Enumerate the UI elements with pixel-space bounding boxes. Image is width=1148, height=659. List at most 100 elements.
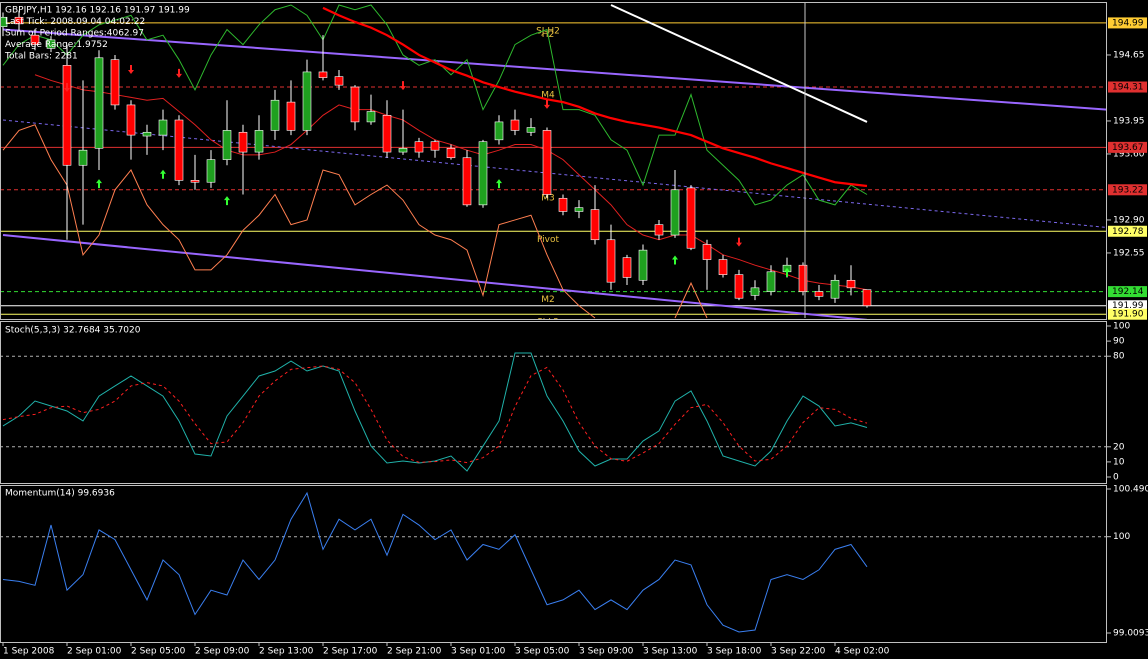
- x-tick-label: 3 Sep 05:00: [515, 647, 570, 657]
- y-tick-label: 0: [1113, 473, 1119, 483]
- momentum-frame: [0, 485, 1107, 643]
- candle-body: [334, 76, 344, 86]
- indicator-line: [2, 491, 868, 633]
- candle-body: [638, 249, 648, 281]
- y-tick-label: 20: [1113, 442, 1125, 452]
- candle-body: [670, 189, 680, 236]
- y-tick-label: 80: [1113, 352, 1125, 362]
- candle-body: [94, 57, 104, 149]
- level-label: SJ-L2: [537, 318, 559, 328]
- y-tick-label: 193.60: [1113, 149, 1145, 159]
- x-tick-label: 2 Sep 17:00: [323, 647, 378, 657]
- x-tick-label: 3 Sep 01:00: [451, 647, 506, 657]
- info-line: Last Tick: 2008.09.04 04:02:22: [5, 17, 145, 27]
- candle-body: [414, 141, 424, 153]
- price-frame: [0, 2, 1107, 320]
- down-arrow: [64, 82, 70, 92]
- y-tick-label: 10: [1113, 457, 1125, 467]
- candle-body: [78, 149, 88, 166]
- momentum-panel: [0, 491, 1107, 633]
- price-box-label: 192.78: [1112, 227, 1144, 237]
- x-tick-label: 1 Sep 2008: [3, 647, 55, 657]
- candle-body: [862, 289, 872, 307]
- candle-body: [30, 34, 40, 45]
- candle-body: [62, 65, 72, 166]
- candle-body: [286, 101, 296, 131]
- candle-body: [302, 71, 312, 131]
- x-tick-label: 2 Sep 05:00: [131, 647, 186, 657]
- candle-body: [606, 239, 616, 283]
- candle-body: [686, 187, 696, 249]
- up-arrow: [672, 255, 678, 265]
- candle-body: [158, 119, 168, 136]
- overlay: 194.65 193.95 193.60 192.90 192.55 194.99 194.…: [2, 6, 1148, 657]
- price-box: [1108, 81, 1147, 93]
- up-arrow: [784, 267, 790, 277]
- candle-body: [510, 119, 520, 131]
- y-tick-label: 194.65: [1113, 50, 1145, 60]
- candle-body: [238, 131, 248, 153]
- candle-body: [590, 209, 600, 241]
- level-label: Pivot: [537, 235, 560, 245]
- candle-body: [190, 180, 200, 183]
- down-arrow: [400, 81, 406, 91]
- level-label: SJ-H2: [536, 26, 560, 36]
- trendline: [2, 234, 868, 319]
- x-tick-label: 2 Sep 21:00: [387, 647, 442, 657]
- trendline: [2, 119, 1107, 228]
- panel-title: GBPJPY,H1 192.16 192.16 191.97 191.99: [5, 6, 190, 16]
- price-box: [1108, 300, 1147, 312]
- x-tick-label: 4 Sep 02:00: [835, 647, 890, 657]
- candle-body: [46, 39, 56, 49]
- price-box-label: 193.22: [1112, 185, 1144, 195]
- info-line: Total Bars: 2281: [4, 52, 78, 62]
- panel-title: Momentum(14) 99.6936: [5, 489, 115, 499]
- stoch-frame: [0, 321, 1107, 484]
- y-tick-label: 100: [1113, 322, 1130, 332]
- candle-body: [718, 259, 728, 275]
- x-tick-label: 2 Sep 13:00: [259, 647, 314, 657]
- info-line: Sum of Period Ranges:4062.97: [5, 29, 144, 39]
- candle-body: [430, 141, 440, 151]
- candle-body: [110, 59, 120, 106]
- candle-body: [766, 271, 776, 292]
- level-label: M3: [541, 193, 555, 203]
- trendline: [610, 4, 868, 123]
- candle-body: [830, 279, 840, 299]
- candle-body: [318, 71, 328, 78]
- y-tick-label: 100.4909: [1113, 485, 1148, 495]
- down-arrow: [128, 65, 134, 75]
- candle-body: [446, 148, 456, 159]
- candle-body: [126, 104, 136, 136]
- candle-body: [0, 16, 8, 27]
- candle-body: [478, 141, 488, 206]
- candle-body: [254, 130, 264, 153]
- x-tick-label: 3 Sep 18:00: [707, 647, 762, 657]
- indicator-line: [2, 352, 868, 472]
- price-box-label: 193.67: [1112, 143, 1144, 153]
- indicator-line: [2, 4, 868, 206]
- y-tick-label: 90: [1113, 337, 1125, 347]
- y-tick-label: 99.0093: [1113, 629, 1148, 639]
- indicator-line: [2, 124, 596, 319]
- candle-body: [14, 16, 24, 25]
- candle-body: [542, 130, 552, 195]
- candle-body: [222, 130, 232, 160]
- indicator-line: [674, 281, 708, 319]
- info-line: Average Range:1.9752: [5, 40, 108, 50]
- candle-body: [654, 224, 664, 236]
- candle-body: [270, 99, 280, 131]
- x-tick-label: 3 Sep 13:00: [643, 647, 698, 657]
- candle-body: [702, 244, 712, 260]
- price-box: [1108, 308, 1147, 320]
- price-box-label: 192.14: [1112, 287, 1144, 297]
- price-box-label: 194.31: [1112, 83, 1144, 93]
- candle-body: [750, 287, 760, 296]
- candle-body: [350, 86, 360, 123]
- x-tick-label: 3 Sep 09:00: [579, 647, 634, 657]
- panel-title: Stoch(5,3,3) 32.7684 35.7020: [5, 326, 141, 336]
- y-tick-label: 192.90: [1113, 215, 1145, 225]
- stoch-panel: [0, 352, 1107, 472]
